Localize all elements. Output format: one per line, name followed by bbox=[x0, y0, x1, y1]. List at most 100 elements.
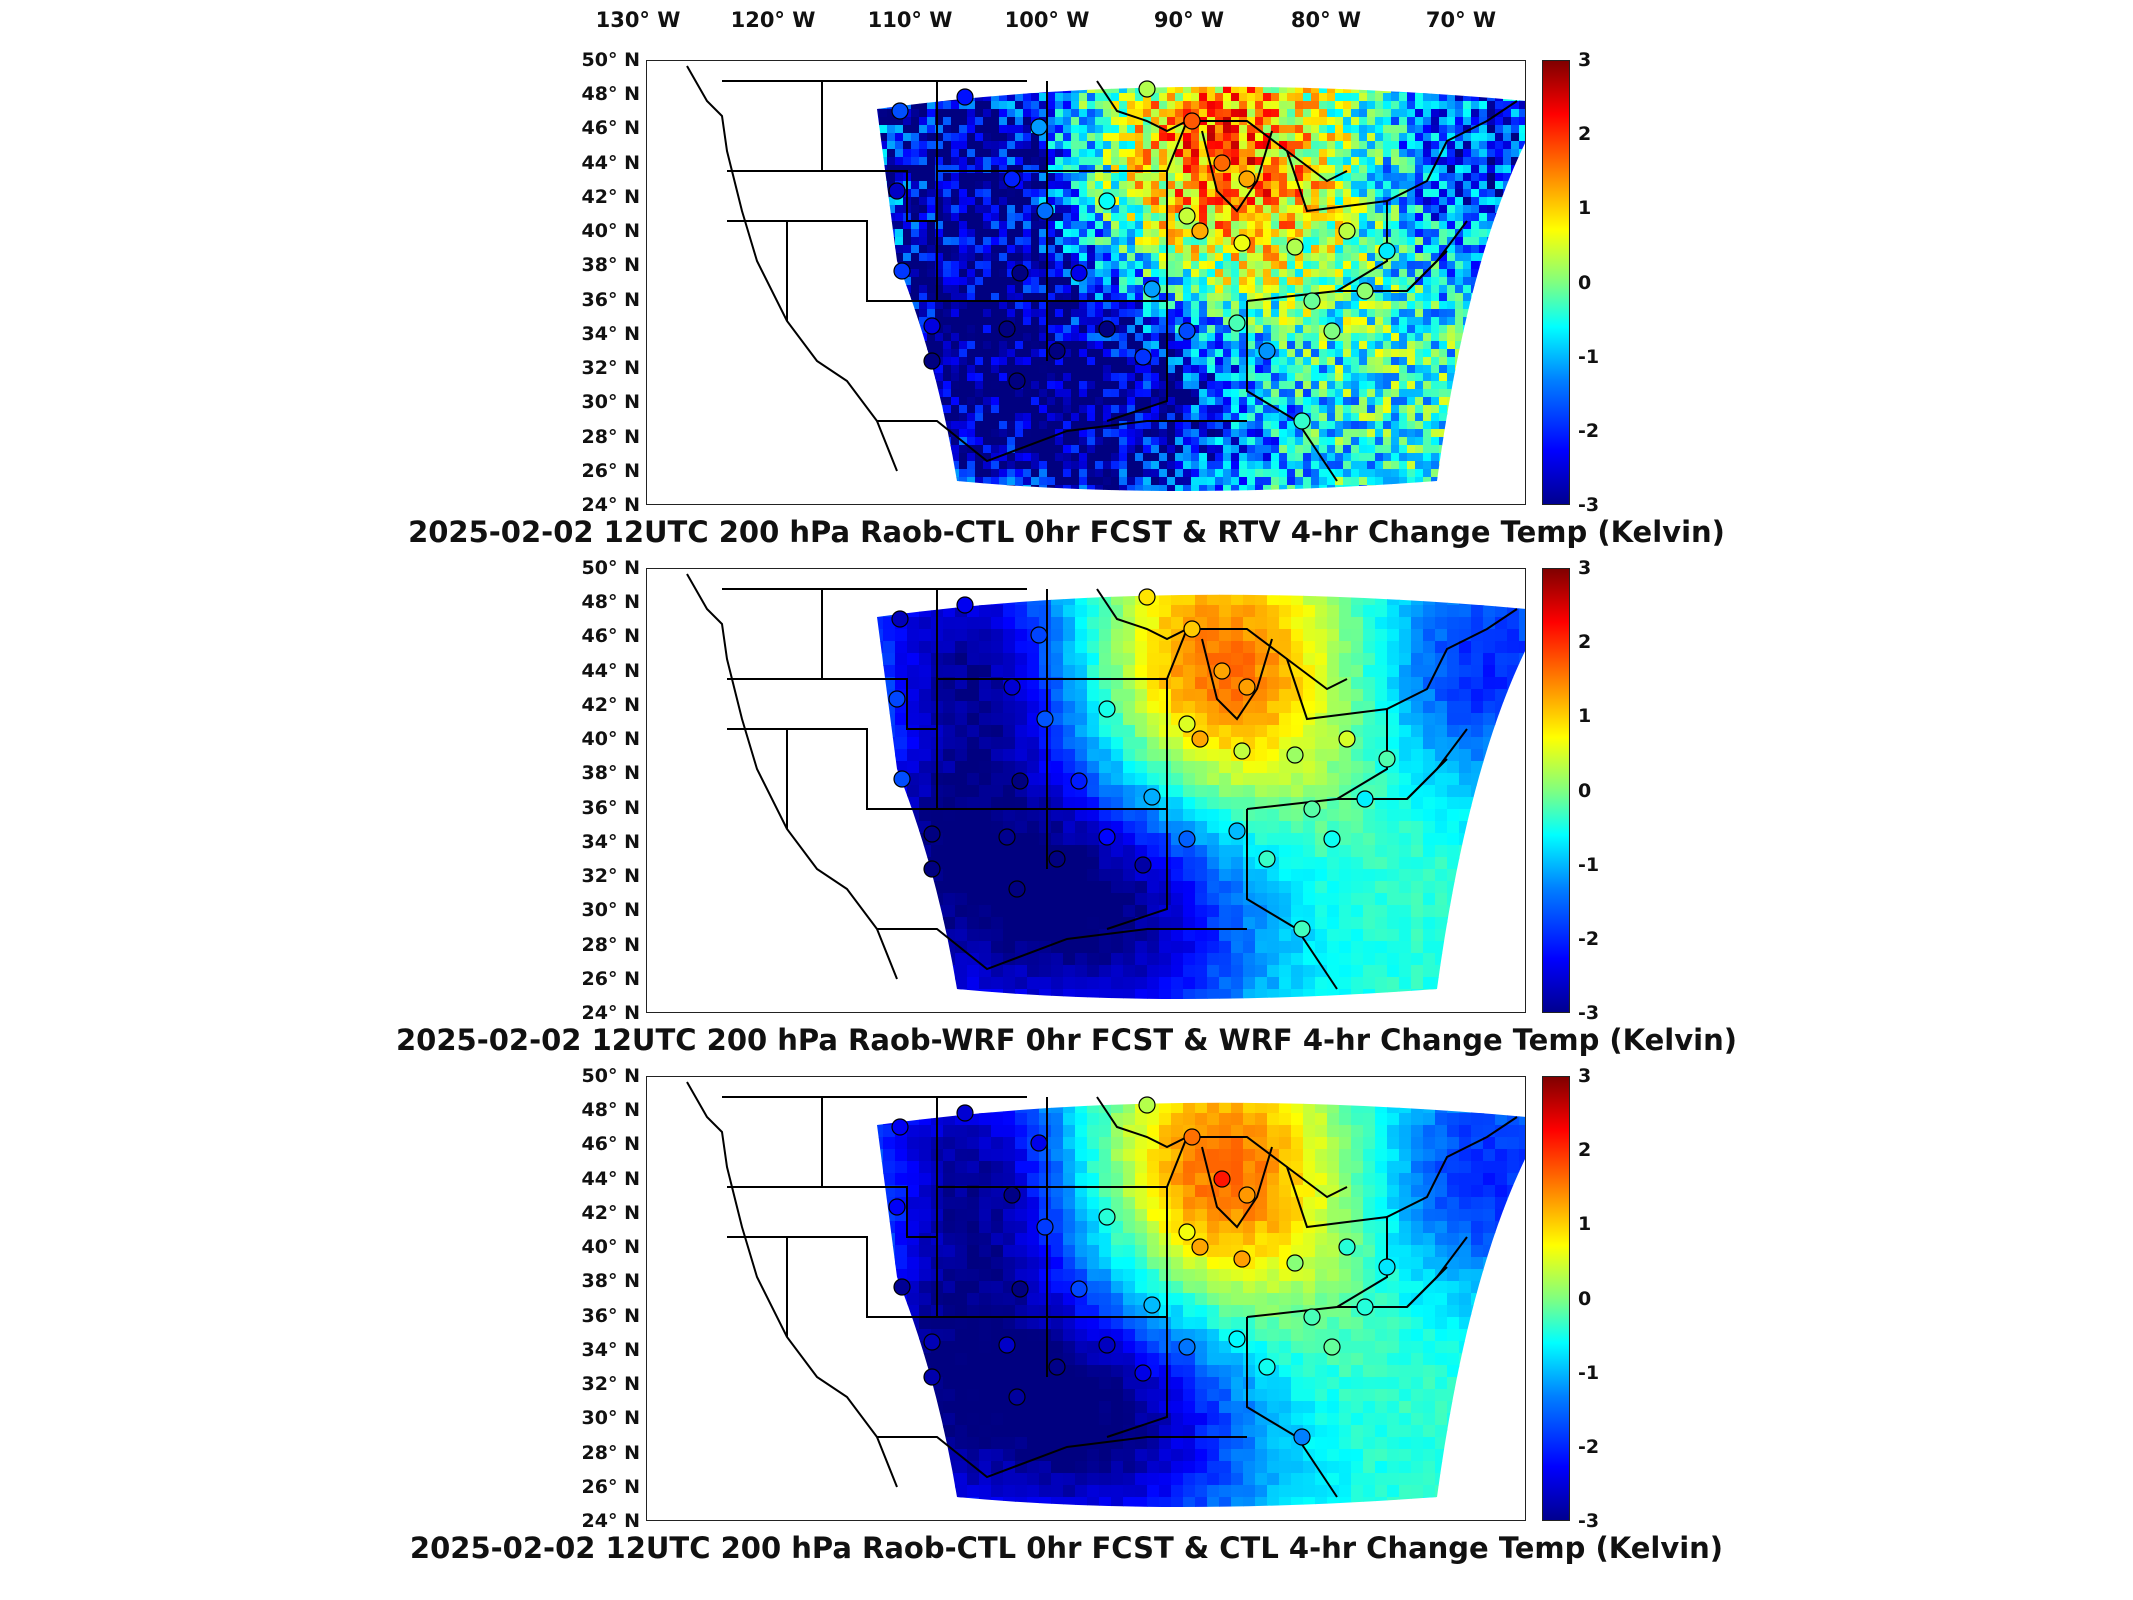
colorbar bbox=[1542, 568, 1570, 1013]
raob-station-marker bbox=[888, 182, 906, 200]
lat-tick-label: 38° N bbox=[581, 1270, 640, 1293]
lat-tick-label: 32° N bbox=[581, 1373, 640, 1396]
raob-station-marker bbox=[1356, 282, 1374, 300]
raob-station-marker bbox=[1048, 342, 1066, 360]
raob-station-marker bbox=[1293, 412, 1311, 430]
colorbar-tick-label: 3 bbox=[1578, 1065, 1592, 1087]
raob-station-marker bbox=[1003, 678, 1021, 696]
lat-tick-label: 26° N bbox=[581, 459, 640, 482]
temperature-field bbox=[686, 1081, 1525, 1508]
raob-station-marker bbox=[1003, 1186, 1021, 1204]
temperature-field bbox=[686, 573, 1525, 1000]
raob-station-marker bbox=[1356, 790, 1374, 808]
lat-tick-label: 50° N bbox=[581, 1065, 640, 1087]
raob-station-marker bbox=[923, 825, 941, 843]
state-borders bbox=[686, 65, 1518, 482]
raob-station-marker bbox=[1008, 880, 1026, 898]
raob-station-marker bbox=[893, 262, 911, 280]
colorbar-tick-label: 3 bbox=[1578, 49, 1592, 71]
raob-station-marker bbox=[1008, 1388, 1026, 1406]
lat-tick-label: 34° N bbox=[581, 830, 640, 853]
raob-station-marker bbox=[1048, 850, 1066, 868]
raob-station-marker bbox=[1011, 772, 1029, 790]
raob-station-marker bbox=[1138, 1096, 1156, 1114]
raob-station-marker bbox=[1048, 1358, 1066, 1376]
raob-station-marker bbox=[1178, 715, 1196, 733]
lat-tick-label: 32° N bbox=[581, 865, 640, 888]
raob-station-marker bbox=[1030, 626, 1048, 644]
raob-station-marker bbox=[1238, 170, 1256, 188]
raob-station-marker bbox=[1233, 742, 1251, 760]
raob-station-marker bbox=[1228, 314, 1246, 332]
raob-station-marker bbox=[888, 1198, 906, 1216]
colorbar-tick-label: 2 bbox=[1578, 631, 1592, 654]
raob-station-marker bbox=[1030, 1134, 1048, 1152]
raob-stations bbox=[888, 1096, 1396, 1446]
raob-stations bbox=[888, 80, 1396, 430]
raob-station-marker bbox=[1098, 828, 1116, 846]
raob-station-marker bbox=[1134, 348, 1152, 366]
map-frame bbox=[646, 1076, 1526, 1521]
raob-station-marker bbox=[1338, 730, 1356, 748]
lat-tick-label: 30° N bbox=[581, 1407, 640, 1430]
raob-station-marker bbox=[1293, 920, 1311, 938]
raob-station-marker bbox=[1070, 264, 1088, 282]
raob-station-marker bbox=[1183, 1128, 1201, 1146]
raob-station-marker bbox=[1338, 222, 1356, 240]
raob-station-marker bbox=[1238, 678, 1256, 696]
raob-station-marker bbox=[1183, 112, 1201, 130]
colorbar-tick-label: 1 bbox=[1578, 1213, 1592, 1236]
colorbar-tick-label: 1 bbox=[1578, 705, 1592, 728]
lat-tick-label: 46° N bbox=[581, 625, 640, 648]
raob-station-marker bbox=[1036, 1218, 1054, 1236]
raob-station-marker bbox=[891, 610, 909, 628]
lat-tick-label: 50° N bbox=[581, 557, 640, 579]
raob-station-marker bbox=[1258, 342, 1276, 360]
lat-tick-label: 26° N bbox=[581, 967, 640, 990]
map-frame bbox=[646, 568, 1526, 1013]
colorbar-tick-label: -1 bbox=[1578, 853, 1600, 876]
raob-station-marker bbox=[1036, 710, 1054, 728]
raob-station-marker bbox=[1258, 850, 1276, 868]
raob-station-marker bbox=[1098, 1336, 1116, 1354]
lat-tick-label: 42° N bbox=[581, 1201, 640, 1224]
lat-tick-label: 40° N bbox=[581, 1236, 640, 1259]
lon-tick-label: 130° W bbox=[595, 8, 681, 32]
raob-station-marker bbox=[1030, 118, 1048, 136]
colorbar-tick-label: 2 bbox=[1578, 123, 1592, 146]
raob-station-marker bbox=[1098, 1208, 1116, 1226]
raob-station-marker bbox=[1008, 372, 1026, 390]
lat-tick-label: 46° N bbox=[581, 117, 640, 140]
raob-station-marker bbox=[1378, 750, 1396, 768]
state-borders bbox=[686, 1081, 1518, 1498]
raob-station-marker bbox=[923, 317, 941, 335]
raob-station-marker bbox=[1183, 620, 1201, 638]
raob-station-marker bbox=[1286, 746, 1304, 764]
raob-station-marker bbox=[923, 1368, 941, 1386]
lon-tick-label: 100° W bbox=[1004, 8, 1090, 32]
raob-station-marker bbox=[1286, 1254, 1304, 1272]
raob-station-marker bbox=[1233, 1250, 1251, 1268]
raob-station-marker bbox=[1293, 1428, 1311, 1446]
raob-station-marker bbox=[1011, 264, 1029, 282]
colorbar-tick-label: 0 bbox=[1578, 1287, 1592, 1310]
raob-station-marker bbox=[891, 102, 909, 120]
raob-station-marker bbox=[1191, 730, 1209, 748]
colorbar-tick-label: -2 bbox=[1578, 1435, 1600, 1458]
state-borders bbox=[686, 573, 1518, 990]
lat-tick-label: 30° N bbox=[581, 391, 640, 414]
raob-station-marker bbox=[1143, 788, 1161, 806]
map-panel-3: 2025-02-02 12UTC 200 hPa Raob-CTL 0hr FC… bbox=[0, 1065, 2133, 1596]
colorbar-tick-label: -3 bbox=[1578, 494, 1600, 516]
lon-tick-label: 90° W bbox=[1153, 8, 1225, 32]
longitude-axis: 130° W 120° W 110° W 100° W 90° W 80° W 70° W bbox=[0, 0, 2133, 60]
raob-station-marker bbox=[1011, 1280, 1029, 1298]
panel-title: 2025-02-02 12UTC 200 hPa Raob-WRF 0hr FC… bbox=[395, 1023, 1737, 1057]
raob-station-marker bbox=[956, 596, 974, 614]
lat-tick-label: 24° N bbox=[581, 1002, 640, 1024]
raob-station-marker bbox=[1323, 830, 1341, 848]
lat-tick-label: 34° N bbox=[581, 322, 640, 345]
colorbar-tick-label: 2 bbox=[1578, 1139, 1592, 1162]
lat-tick-label: 50° N bbox=[581, 49, 640, 71]
raob-station-marker bbox=[1178, 1338, 1196, 1356]
